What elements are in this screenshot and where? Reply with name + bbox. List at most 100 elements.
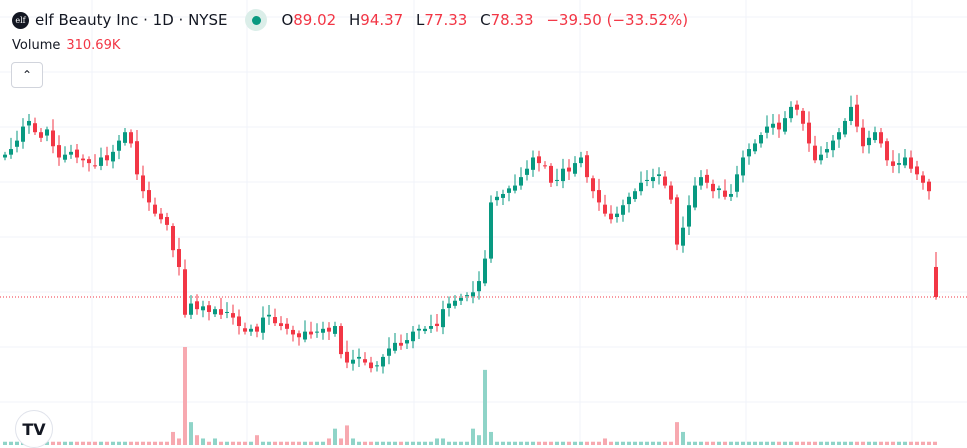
volume-bar [681,431,685,445]
volume-bar [111,441,115,445]
volume-bar [117,441,121,445]
volume-bar [621,441,625,445]
volume-bar [63,441,67,445]
candle-body [639,182,643,192]
candle-body [165,217,169,225]
volume-bar [399,441,403,445]
volume-bar [357,441,361,445]
candle-body [135,141,139,175]
candle-body [81,158,85,161]
candle-body [627,196,631,205]
candle-body [537,156,541,164]
candle-body [645,179,649,181]
candle-body [243,328,247,332]
volume-bar [909,441,913,445]
close-label: C [480,11,491,29]
volume-bar [219,441,223,445]
candle-body [825,149,829,153]
volume-bar [9,441,13,445]
collapse-legend-button[interactable]: ⌃ [11,62,43,88]
volume-bar [57,441,61,445]
volume-bar [525,441,529,445]
volume-bar [687,441,691,445]
volume-bar [327,438,331,445]
candle-body [123,132,127,143]
candle-body [345,351,349,363]
candle-body [177,249,181,268]
candle-body [225,311,229,313]
candle-body [21,126,25,142]
volume-bar [495,441,499,445]
candle-body [117,140,121,151]
volume-bar [513,441,517,445]
volume-bar [339,438,343,445]
volume-bar [213,438,217,445]
volume-bar [363,441,367,445]
candle-body [369,362,373,369]
tradingview-logo[interactable]: TV [15,410,53,448]
candle-body [15,140,19,147]
volume-bar [789,441,793,445]
volume-bar [273,441,277,445]
candle-body [483,258,487,284]
volume-bar [843,441,847,445]
volume-bar [519,441,523,445]
volume-bar [69,441,73,445]
volume-bar [897,441,901,445]
candle-body [381,356,385,367]
volume-bar [189,422,193,445]
candle-body [711,183,715,192]
candle-body [285,323,289,329]
candle-body [723,190,727,197]
candle-body [111,151,115,162]
candle-body [819,154,823,161]
candle-body [159,213,163,220]
candle-body [615,213,619,218]
candle-body [729,193,733,197]
low-value: 77.33 [424,11,468,29]
candle-body [93,165,97,167]
candle-body [291,329,295,335]
candle-body [393,342,397,351]
volume-bar [141,441,145,445]
candle-body [651,177,655,182]
candle-body [687,205,691,227]
volume-bar [87,441,91,445]
volume-bar [657,441,661,445]
candle-body [717,188,721,191]
candle-body [693,185,697,208]
candle-body [435,323,439,327]
volume-bar [669,441,673,445]
candle-body [267,314,271,317]
volume-bar [297,441,301,445]
candle-body [633,191,637,200]
candle-body [45,129,49,136]
symbol-title[interactable]: elf Beauty Inc · 1D · NYSE [35,11,228,29]
volume-bar [315,441,319,445]
candle-body [567,167,571,172]
candle-body [519,177,523,186]
volume-bar [879,441,883,445]
volume-bar [501,441,505,445]
candle-body [831,140,835,151]
candle-body [459,297,463,301]
open-value: 89.02 [293,11,337,29]
candle-body [27,120,31,126]
volume-bar [387,441,391,445]
candle-body [315,331,319,333]
candle-body [303,331,307,340]
volume-bar [549,441,553,445]
volume-bar [567,441,571,445]
volume-bar [723,441,727,445]
change-value: −39.50 (−33.52%) [546,11,689,29]
volume-bar [663,441,667,445]
volume-bar [93,441,97,445]
market-status-icon[interactable] [245,9,268,31]
volume-bar [561,441,565,445]
candle-body [891,161,895,166]
volume-bar [45,441,49,445]
volume-bar [435,438,439,445]
volume-bar [447,441,451,445]
volume-bar [861,441,865,445]
